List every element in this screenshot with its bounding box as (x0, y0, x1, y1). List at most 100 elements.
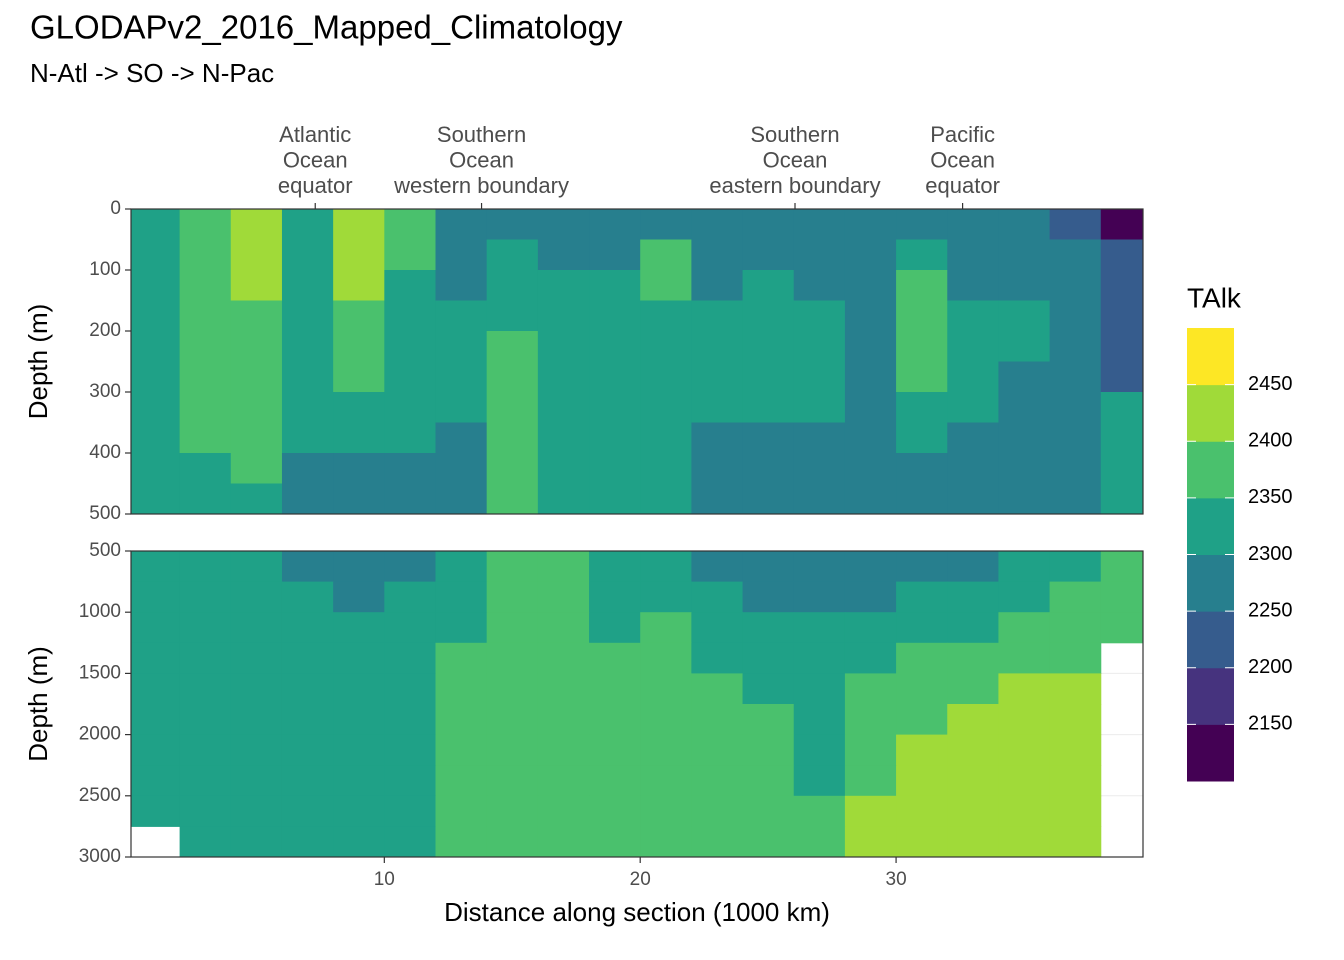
cell (179, 392, 232, 423)
cells (131, 551, 1143, 857)
cell (230, 581, 283, 613)
cell (640, 331, 692, 362)
cell (435, 551, 488, 583)
cell (333, 826, 385, 857)
cell (230, 765, 283, 797)
legend-swatch (1187, 328, 1234, 386)
cell (589, 734, 641, 766)
cell (384, 392, 436, 423)
cell (384, 581, 436, 613)
cell (589, 826, 641, 857)
cell (844, 270, 897, 301)
cell (384, 765, 436, 797)
cell (281, 483, 334, 514)
cell (947, 551, 999, 583)
cell (896, 392, 948, 423)
cell (230, 239, 283, 271)
cell (691, 551, 744, 583)
cell (896, 239, 948, 271)
cell (589, 209, 641, 240)
cell (131, 239, 181, 271)
cell (691, 612, 744, 644)
cell (384, 642, 436, 674)
cell (179, 453, 232, 484)
cell (640, 765, 692, 797)
cell (281, 361, 334, 393)
cell (691, 270, 744, 301)
cell (1100, 483, 1143, 514)
cell (486, 422, 539, 454)
cell (230, 826, 283, 857)
y-tick-label: 0 (110, 198, 121, 219)
cell (691, 209, 744, 240)
cell (998, 612, 1051, 644)
legend-swatch (1187, 441, 1234, 499)
cell (844, 331, 897, 362)
cell (1100, 361, 1143, 393)
x-tick-label: 20 (630, 869, 651, 890)
cell (1100, 422, 1143, 454)
cell (333, 361, 385, 393)
cell (947, 361, 999, 393)
legend-label: 2350 (1248, 486, 1293, 508)
cell (333, 453, 385, 484)
cell (1049, 551, 1102, 583)
cell (131, 453, 181, 484)
cell (230, 361, 283, 393)
cell (793, 765, 846, 797)
cells (131, 209, 1143, 514)
cell (640, 300, 692, 332)
cell (998, 826, 1051, 857)
cell (333, 734, 385, 766)
cell (230, 331, 283, 362)
legend-swatch (1187, 724, 1234, 782)
cell (998, 734, 1051, 766)
cell (384, 361, 436, 393)
cell (281, 795, 334, 827)
cell (1100, 239, 1143, 271)
annotation-label: Ocean (283, 147, 348, 172)
cell (998, 795, 1051, 827)
cell (333, 581, 385, 613)
cell (230, 392, 283, 423)
cell (333, 209, 385, 240)
cell (333, 795, 385, 827)
cell (333, 642, 385, 674)
cell (947, 826, 999, 857)
cell (333, 270, 385, 301)
cell (742, 483, 795, 514)
cell (281, 581, 334, 613)
cell (742, 826, 795, 857)
cell (998, 673, 1051, 705)
cell (844, 361, 897, 393)
cell (947, 483, 999, 514)
legend-label: 2150 (1248, 713, 1293, 735)
cell (486, 361, 539, 393)
cell (589, 673, 641, 705)
cell (281, 704, 334, 736)
cell (384, 239, 436, 271)
cell (179, 483, 232, 514)
annotation-label: Southern (750, 122, 839, 147)
cell (486, 734, 539, 766)
cell (998, 551, 1051, 583)
cell (742, 361, 795, 393)
cell (742, 581, 795, 613)
cell (179, 300, 232, 332)
cell (1049, 765, 1102, 797)
cell (281, 300, 334, 332)
cell (844, 392, 897, 423)
cell (1100, 453, 1143, 484)
cell (793, 612, 846, 644)
cell (691, 453, 744, 484)
cell (384, 826, 436, 857)
cell (179, 612, 232, 644)
cell (589, 239, 641, 271)
cell (435, 453, 488, 484)
cell (844, 453, 897, 484)
cell (896, 331, 948, 362)
cell (947, 734, 999, 766)
cell (486, 673, 539, 705)
cell (230, 209, 283, 240)
cell (844, 300, 897, 332)
